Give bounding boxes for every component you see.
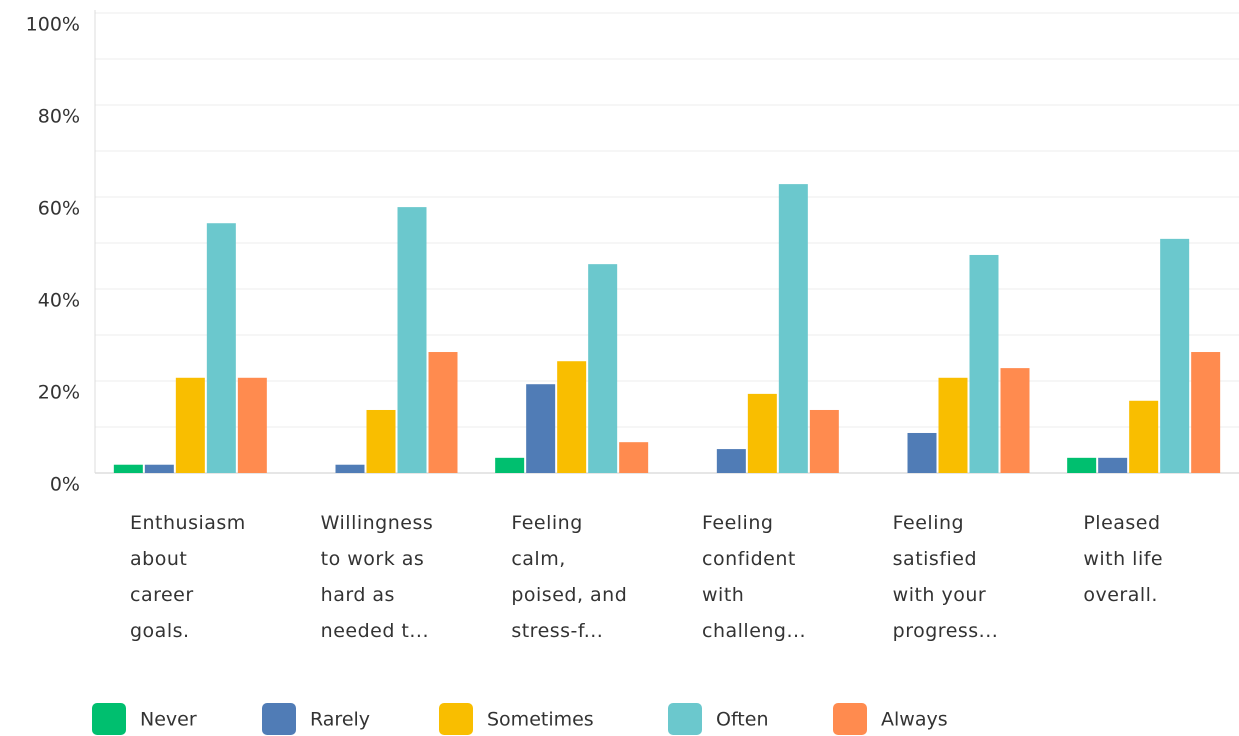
bar [938, 377, 968, 473]
x-tick-label: Feeling satisfied with your progress... [892, 512, 999, 642]
legend-label: Always [881, 709, 948, 731]
bar [495, 457, 525, 473]
y-tick-label: 80% [38, 106, 80, 128]
bar [747, 393, 777, 473]
legend-swatch [833, 703, 867, 735]
bar [113, 464, 143, 473]
bar [144, 464, 174, 473]
bar [557, 361, 587, 473]
x-tick-label: Willingness to work as hard as needed t.… [320, 512, 434, 642]
legend-label: Never [140, 709, 197, 731]
y-tick-label: 100% [26, 14, 80, 36]
y-tick-label: 60% [38, 198, 80, 220]
legend-label: Rarely [310, 709, 370, 731]
bar [237, 377, 267, 473]
bar [588, 264, 618, 473]
legend-label: Often [716, 709, 769, 731]
bar [1129, 400, 1159, 473]
x-tick-label: Feeling calm, poised, and stress-f... [511, 512, 628, 642]
legend-swatch [92, 703, 126, 735]
y-tick-label: 20% [38, 382, 80, 404]
legend-swatch [668, 703, 702, 735]
bar [1160, 238, 1190, 473]
bar [809, 409, 839, 473]
bar [619, 442, 649, 473]
bar [526, 384, 556, 473]
bar [1000, 368, 1030, 473]
bar [1098, 457, 1128, 473]
bar [428, 352, 458, 473]
y-tick-label: 0% [50, 474, 80, 496]
legend-swatch [262, 703, 296, 735]
bar [1067, 457, 1097, 473]
bar [397, 207, 427, 473]
bar [1191, 352, 1221, 473]
bar [366, 409, 396, 473]
x-tick-label: Feeling confident with challeng... [702, 512, 807, 642]
bar [716, 449, 746, 473]
bar [778, 184, 808, 473]
bar [335, 464, 365, 473]
bar [175, 377, 205, 473]
x-tick-label: Enthusiasm about career goals. [130, 512, 246, 642]
bar [907, 432, 937, 473]
bar [206, 223, 236, 473]
legend-label: Sometimes [487, 709, 594, 731]
legend-swatch [439, 703, 473, 735]
bar [969, 254, 999, 473]
x-tick-label: Pleased with life overall. [1083, 512, 1164, 606]
y-tick-label: 40% [38, 290, 80, 312]
